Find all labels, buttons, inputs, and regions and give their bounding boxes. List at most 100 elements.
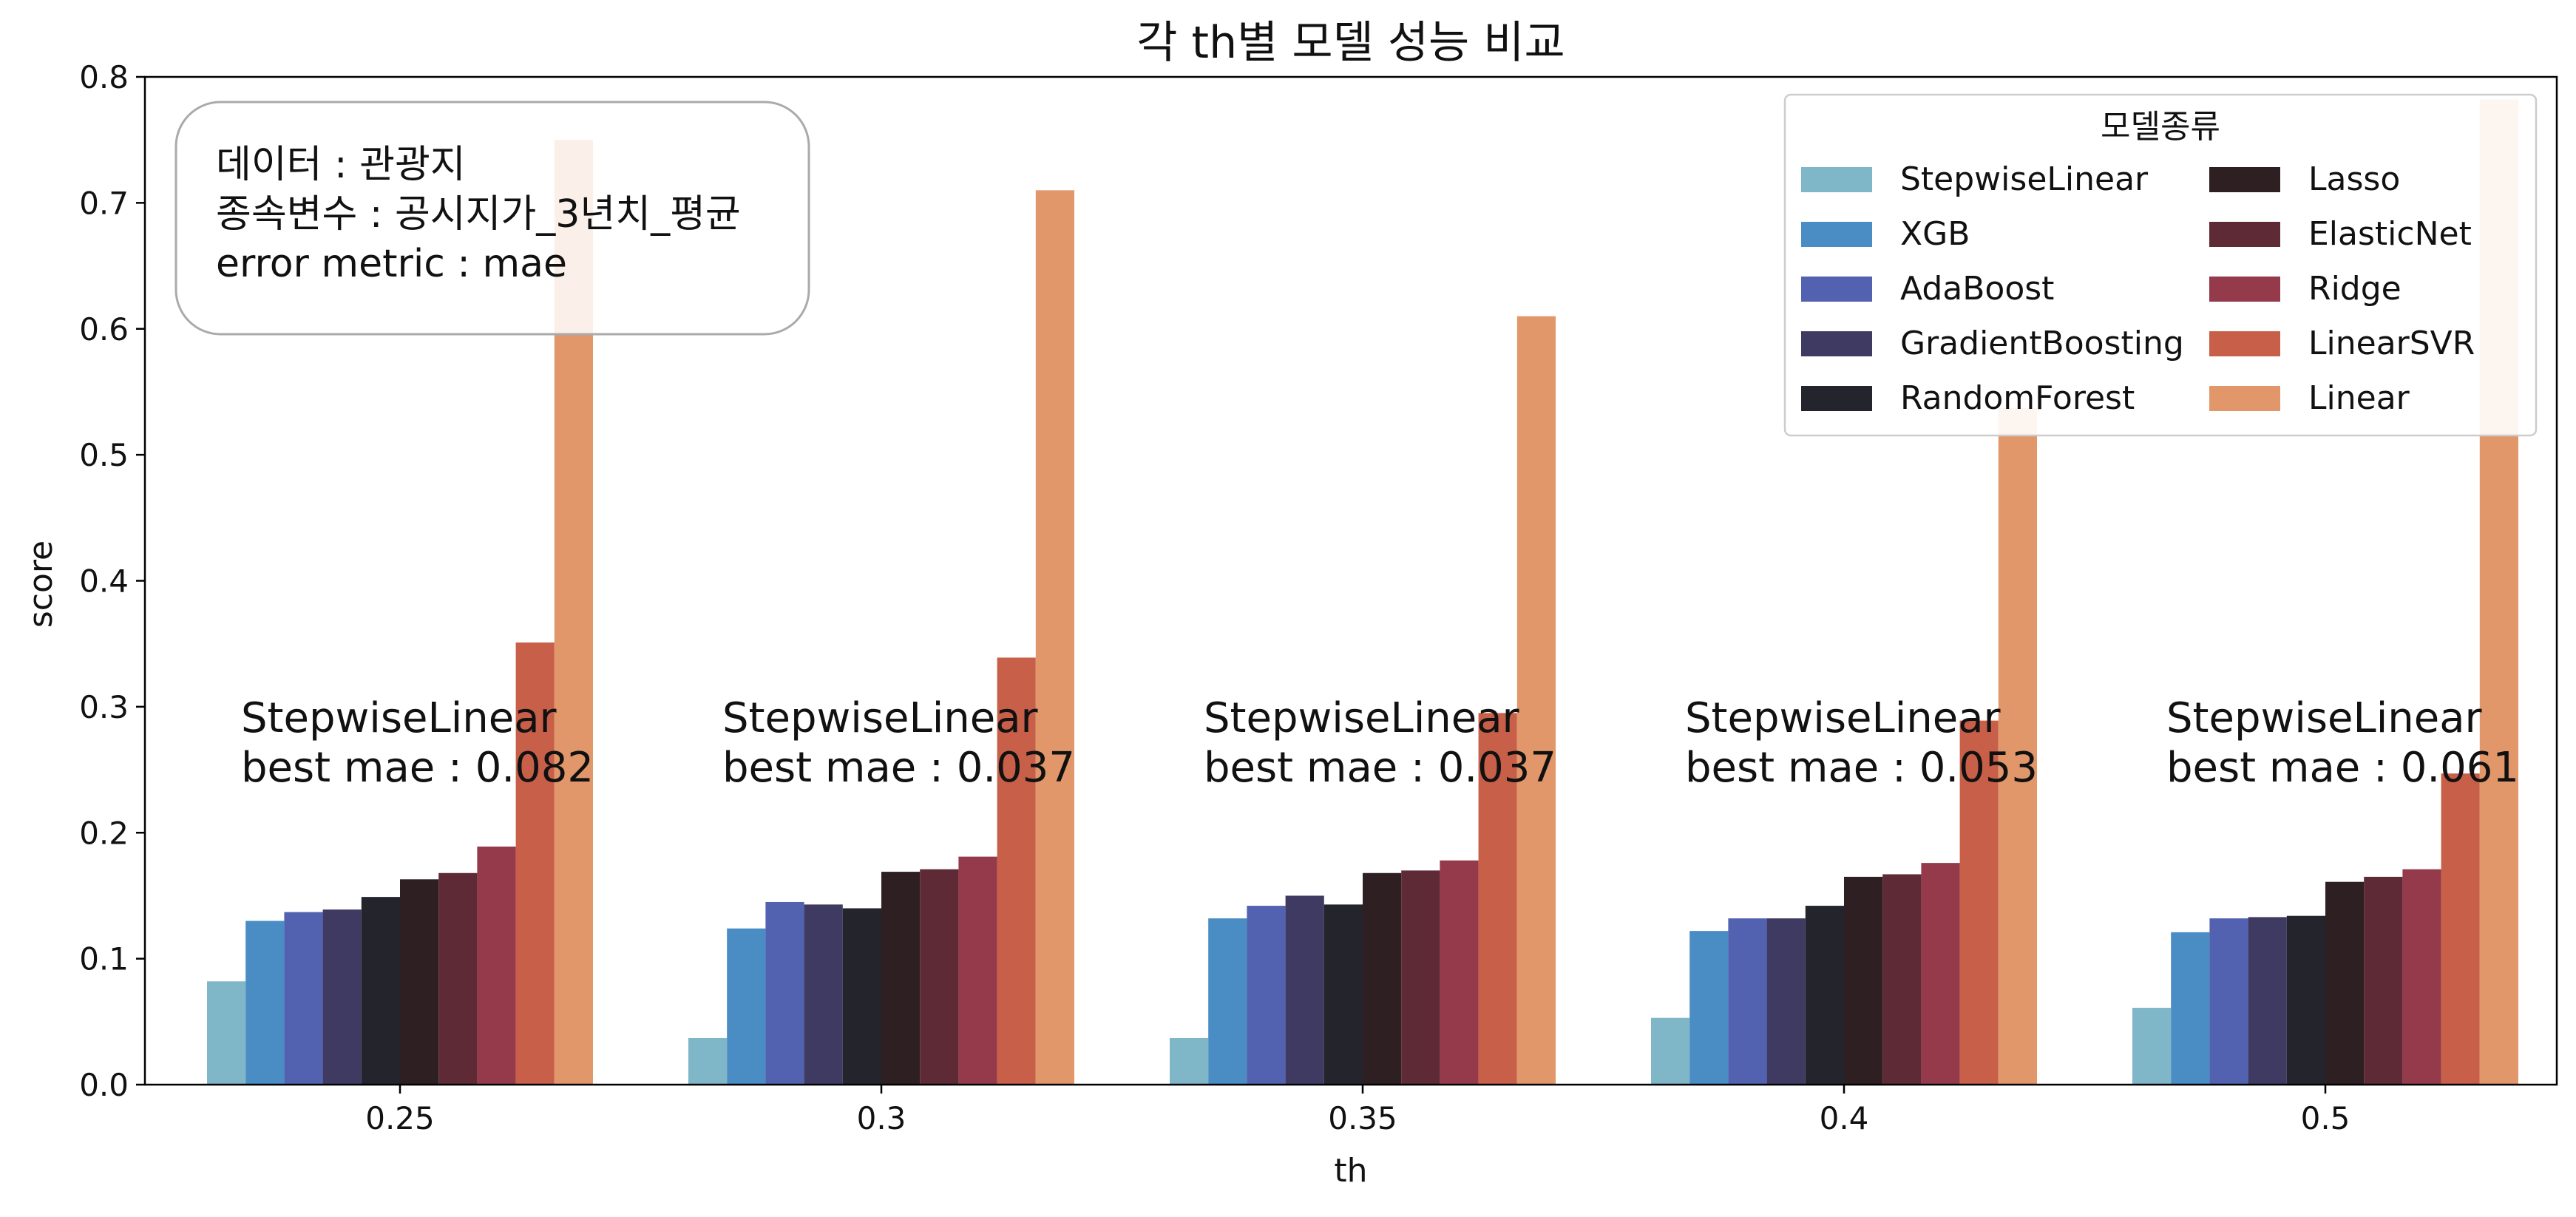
annotation-best-score: best mae : 0.053 bbox=[1685, 744, 2038, 792]
bar bbox=[477, 846, 516, 1085]
bar bbox=[1035, 190, 1074, 1085]
x-axis-title: th bbox=[1334, 1152, 1367, 1190]
bar bbox=[804, 904, 843, 1085]
bar bbox=[1170, 1037, 1209, 1085]
legend-label: Linear bbox=[2308, 379, 2410, 417]
bar bbox=[1921, 863, 1960, 1085]
annotation-model-name: StepwiseLinear bbox=[722, 694, 1039, 742]
legend-swatch bbox=[1801, 331, 1872, 356]
annotation-best-score: best mae : 0.082 bbox=[241, 744, 594, 792]
bar bbox=[1959, 720, 1999, 1085]
legend-frame bbox=[1783, 93, 2538, 437]
x-tick-label: 0.4 bbox=[1820, 1100, 1869, 1136]
y-tick-label: 0.7 bbox=[79, 185, 129, 221]
bar bbox=[1401, 870, 1440, 1085]
bar bbox=[2441, 773, 2480, 1085]
legend-label: StepwiseLinear bbox=[1900, 160, 2149, 198]
y-tick-label: 0.0 bbox=[79, 1067, 129, 1103]
bar bbox=[1516, 316, 1556, 1085]
bar bbox=[1651, 1017, 1690, 1085]
bar bbox=[1805, 906, 1844, 1085]
bar bbox=[688, 1037, 728, 1085]
legend-swatch bbox=[2209, 386, 2280, 411]
bar bbox=[1689, 931, 1729, 1085]
bar bbox=[727, 928, 766, 1085]
y-tick-label: 0.8 bbox=[79, 59, 129, 95]
legend-label: LinearSVR bbox=[2308, 325, 2475, 362]
bar bbox=[920, 869, 959, 1085]
y-axis-title: score bbox=[22, 540, 60, 628]
bar bbox=[245, 921, 285, 1085]
annotation-model-name: StepwiseLinear bbox=[241, 694, 557, 742]
y-tick-label: 0.5 bbox=[79, 437, 129, 473]
legend-label: Lasso bbox=[2308, 160, 2400, 198]
bar bbox=[2248, 917, 2287, 1085]
x-tick-label: 0.5 bbox=[2301, 1100, 2350, 1136]
legend-swatch bbox=[2209, 331, 2280, 356]
bar bbox=[322, 909, 362, 1085]
bar bbox=[1478, 713, 1517, 1085]
bar bbox=[400, 879, 439, 1085]
bar bbox=[1882, 874, 1922, 1085]
legend-swatch bbox=[1801, 277, 1872, 302]
annotation-best-score: best mae : 0.061 bbox=[2166, 744, 2519, 792]
x-tick-label: 0.3 bbox=[857, 1100, 906, 1136]
bar bbox=[881, 872, 921, 1085]
legend-label: ElasticNet bbox=[2308, 215, 2472, 253]
bar bbox=[1844, 876, 1883, 1085]
info-box-frame bbox=[174, 101, 810, 336]
axes-layer: 0.0 0.1 0.2 0.3 0.4 0.5 0.6 0.7 0.8 0.25 0.3 0.35 0.… bbox=[79, 59, 2558, 1136]
bar bbox=[2171, 932, 2210, 1085]
bar bbox=[1728, 918, 1767, 1085]
legend-swatch bbox=[1801, 222, 1872, 247]
bar bbox=[842, 908, 881, 1085]
bar bbox=[958, 856, 997, 1085]
bar bbox=[361, 897, 400, 1085]
bar bbox=[997, 657, 1036, 1085]
y-tick-label: 0.3 bbox=[79, 689, 129, 725]
bar bbox=[1323, 904, 1363, 1085]
x-tick-label: 0.35 bbox=[1328, 1100, 1397, 1136]
y-tick-label: 0.4 bbox=[79, 563, 129, 600]
legend-swatch bbox=[1801, 386, 1872, 411]
bars-layer bbox=[207, 99, 2518, 1085]
bar bbox=[2325, 881, 2365, 1085]
info-box-line: 데이터 : 관광지 bbox=[216, 143, 466, 187]
bar bbox=[2364, 876, 2403, 1085]
annotation-best-score: best mae : 0.037 bbox=[1204, 744, 1556, 792]
bar bbox=[1998, 408, 2037, 1085]
legend-swatch bbox=[2209, 167, 2280, 192]
bar bbox=[1208, 918, 1247, 1085]
bar bbox=[765, 901, 804, 1085]
legend-label: Ridge bbox=[2308, 270, 2402, 308]
legend-swatch bbox=[1801, 167, 1872, 192]
y-tick-label: 0.2 bbox=[79, 815, 129, 851]
bar bbox=[515, 642, 555, 1085]
bar bbox=[1247, 906, 1286, 1085]
info-box-line: error metric : mae bbox=[216, 242, 567, 286]
y-tick-label: 0.1 bbox=[79, 941, 129, 977]
annotation-model-name: StepwiseLinear bbox=[1204, 694, 1520, 742]
annotation-best-score: best mae : 0.037 bbox=[722, 744, 1075, 792]
bar bbox=[1363, 872, 1402, 1085]
annotation-model-name: StepwiseLinear bbox=[1685, 694, 2002, 742]
bar bbox=[2209, 918, 2248, 1085]
chart-title: 각 th별 모델 성능 비교 bbox=[1136, 17, 1565, 69]
bar bbox=[1440, 860, 1479, 1085]
legend: 모델종류 StepwiseLinear XGB AdaBoost GradientBoo… bbox=[1783, 93, 2538, 437]
x-tick-label: 0.25 bbox=[365, 1100, 435, 1136]
legend-label: RandomForest bbox=[1900, 379, 2135, 417]
bar bbox=[1766, 918, 1806, 1085]
legend-swatch bbox=[2209, 222, 2280, 247]
legend-label: XGB bbox=[1900, 215, 1970, 253]
bar bbox=[2286, 915, 2325, 1085]
bar bbox=[207, 981, 246, 1085]
bar bbox=[2132, 1008, 2172, 1085]
info-box-line: 종속변수 : 공시지가_3년치_평균 bbox=[216, 192, 741, 237]
bar bbox=[438, 872, 478, 1085]
legend-label: AdaBoost bbox=[1900, 270, 2054, 308]
